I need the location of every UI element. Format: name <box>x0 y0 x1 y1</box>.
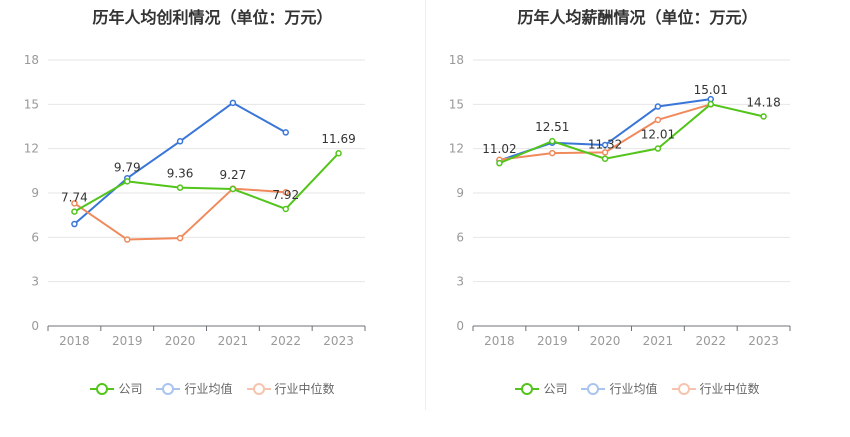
x-tick-label: 2019 <box>112 334 143 348</box>
data-point <box>282 205 289 213</box>
y-tick-label: 12 <box>24 142 39 156</box>
y-tick-label: 6 <box>31 230 39 244</box>
data-point <box>124 236 131 243</box>
x-tick-label: 2021 <box>218 334 249 348</box>
data-label: 12.01 <box>641 128 675 142</box>
data-point <box>229 99 237 107</box>
y-tick-label: 3 <box>31 275 39 289</box>
x-tick-label: 2020 <box>590 334 621 348</box>
legend: 公司 行业均值 行业中位数 <box>425 380 850 397</box>
x-tick-label: 2019 <box>537 334 568 348</box>
legend-company-icon <box>90 382 115 396</box>
x-tick-label: 2022 <box>695 334 726 348</box>
profit-chart: 0 3 6 9 12 15 18 2018 2019 2020 2021 2022 2023 7.74 9.… <box>24 53 366 348</box>
y-tick-label: 9 <box>456 186 464 200</box>
legend: 公司 行业均值 行业中位数 <box>0 380 425 397</box>
legend-item-industry-mean[interactable]: 行业均值 <box>581 380 658 397</box>
legend-item-industry-mean[interactable]: 行业均值 <box>156 380 233 397</box>
data-point <box>496 159 503 167</box>
data-label: 9.27 <box>220 168 247 182</box>
legend-label: 行业中位数 <box>274 382 335 396</box>
x-tick-label: 2020 <box>165 334 196 348</box>
x-tick-label: 2021 <box>643 334 674 348</box>
x-tick-label: 2018 <box>484 334 515 348</box>
series-line <box>73 101 287 225</box>
y-tick-label: 9 <box>31 186 39 200</box>
data-label: 9.79 <box>114 160 141 174</box>
data-point <box>601 149 609 156</box>
y-tick-label: 15 <box>449 97 464 111</box>
data-point <box>601 155 609 162</box>
legend-item-company[interactable]: 公司 <box>515 380 567 397</box>
legend-label: 行业均值 <box>184 382 233 396</box>
legend-industry-mean-icon <box>156 382 181 396</box>
data-point <box>654 103 662 110</box>
legend-industry-median-icon <box>246 382 271 396</box>
series-line <box>73 152 340 213</box>
data-label: 11.02 <box>482 142 516 156</box>
data-point <box>654 145 662 152</box>
data-label: 11.69 <box>321 132 355 146</box>
data-label: 12.51 <box>535 120 569 134</box>
legend-industry-mean-icon <box>581 382 606 396</box>
data-point <box>707 95 714 103</box>
data-point <box>124 178 131 185</box>
legend-label: 行业中位数 <box>699 382 760 396</box>
data-point <box>549 137 556 145</box>
data-point <box>71 200 78 207</box>
y-tick-label: 18 <box>449 53 464 67</box>
data-point <box>282 129 289 136</box>
legend-label: 行业均值 <box>609 382 658 396</box>
chart-title: 历年人均创利情况（单位：万元） <box>92 8 333 27</box>
left-chart-panel: 历年人均创利情况（单位：万元） 0 3 6 9 12 15 18 2018 2019 2020 20… <box>0 8 425 397</box>
data-label: 14.18 <box>746 95 780 109</box>
legend-industry-median-icon <box>671 382 696 396</box>
data-point <box>760 113 767 120</box>
legend-label: 公司 <box>543 382 568 396</box>
x-tick-label: 2023 <box>323 334 354 348</box>
legend-item-company[interactable]: 公司 <box>90 380 142 397</box>
y-tick-label: 0 <box>456 319 464 333</box>
data-point <box>176 234 184 242</box>
panel-divider <box>425 0 426 410</box>
y-tick-label: 15 <box>24 97 39 111</box>
data-label: 11.32 <box>588 138 622 152</box>
data-point <box>601 141 609 149</box>
legend-company-icon <box>515 382 540 396</box>
salary-chart: 0 3 6 9 12 15 18 2018 2019 2020 2021 2022 2023 11.02 1… <box>449 53 791 348</box>
legend-item-industry-median[interactable]: 行业中位数 <box>246 380 335 397</box>
data-label: 9.36 <box>167 167 194 181</box>
data-point <box>282 189 289 196</box>
data-point <box>176 184 184 191</box>
y-tick-label: 0 <box>31 319 39 333</box>
x-tick-label: 2023 <box>748 334 779 348</box>
legend-item-industry-median[interactable]: 行业中位数 <box>671 380 760 397</box>
y-tick-label: 12 <box>449 142 464 156</box>
data-point <box>335 149 342 157</box>
data-point <box>71 220 78 228</box>
data-point <box>176 138 184 145</box>
y-tick-label: 6 <box>456 230 464 244</box>
data-point <box>549 149 556 157</box>
x-tick-label: 2018 <box>59 334 90 348</box>
data-label: 7.74 <box>61 191 88 205</box>
data-point <box>707 100 714 108</box>
data-label: 7.92 <box>272 188 299 202</box>
y-tick-label: 18 <box>24 53 39 67</box>
y-tick-label: 3 <box>456 275 464 289</box>
data-point <box>229 185 237 193</box>
x-tick-label: 2022 <box>270 334 301 348</box>
chart-title: 历年人均薪酬情况（单位：万元） <box>517 8 758 27</box>
data-point <box>71 208 78 215</box>
right-chart-panel: 历年人均薪酬情况（单位：万元） 0 3 6 9 12 15 18 2018 2019 2020 20… <box>425 0 850 437</box>
data-point <box>654 116 662 124</box>
series-line <box>499 103 764 165</box>
data-label: 15.01 <box>694 83 728 97</box>
legend-label: 公司 <box>118 382 143 396</box>
